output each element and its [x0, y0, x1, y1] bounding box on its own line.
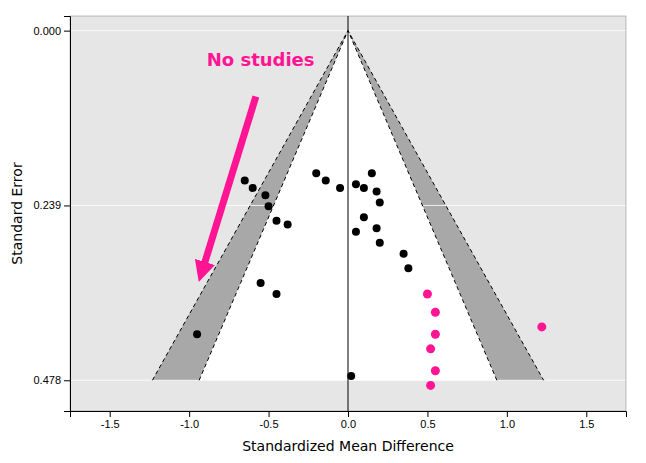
point — [273, 217, 281, 225]
tick-label: 0.478 — [33, 374, 61, 386]
point — [376, 239, 384, 247]
tick-mark — [189, 411, 190, 417]
tick-label: -0.5 — [260, 418, 279, 430]
point — [373, 224, 381, 232]
y-axis-title: Standard Error — [9, 162, 25, 265]
tick-mark — [64, 380, 70, 381]
point — [261, 191, 269, 199]
point — [352, 228, 360, 236]
tick: -0.5 — [260, 411, 279, 430]
tick-label: 0.0 — [341, 418, 356, 430]
point — [336, 184, 344, 192]
point — [312, 169, 320, 177]
tick-mark — [348, 411, 349, 417]
plot-background — [70, 16, 626, 411]
tick-label: 1.0 — [500, 418, 515, 430]
tick: 1.0 — [500, 411, 515, 430]
point — [241, 177, 249, 185]
x-axis: -1.5 -1.0 -0.5 0.0 0.5 1.0 1.5 — [71, 411, 627, 430]
tick-label: 0.5 — [420, 418, 435, 430]
point — [426, 381, 435, 390]
point — [368, 169, 376, 177]
tick: 1.5 — [579, 411, 594, 430]
tick: 0.5 — [420, 411, 435, 430]
data-layer — [70, 16, 626, 411]
point — [249, 184, 257, 192]
point — [273, 290, 281, 298]
point — [400, 250, 408, 258]
point — [373, 188, 381, 196]
point — [376, 199, 384, 207]
point — [431, 366, 440, 375]
tick-mark — [586, 411, 587, 417]
chart: No studies-1.5-1.0-0.50.00.51.01.50.0000… — [0, 0, 646, 463]
tick-mark — [64, 31, 70, 32]
tick-label: -1.0 — [180, 418, 199, 430]
tick: -1.0 — [180, 411, 199, 430]
tick-label: 0.000 — [33, 25, 61, 37]
point — [360, 213, 368, 221]
series — [423, 289, 546, 389]
reference-line — [348, 16, 349, 411]
point — [426, 344, 435, 353]
point — [322, 177, 330, 185]
tick: -1.5 — [101, 411, 120, 430]
point — [423, 289, 432, 298]
point — [347, 372, 355, 380]
point — [284, 220, 292, 228]
annotation: No studies — [207, 49, 315, 70]
tick: 0.0 — [341, 411, 356, 430]
tick-label: 0.239 — [33, 199, 61, 211]
point — [360, 184, 368, 192]
plot: No studies-1.5-1.0-0.50.00.51.01.50.0000… — [33, 16, 626, 430]
point — [404, 264, 412, 272]
plot-frame — [70, 16, 626, 411]
tick: 0.000 — [33, 25, 70, 37]
point — [193, 330, 201, 338]
tick: 0.239 — [33, 199, 70, 211]
tick-mark — [269, 411, 270, 417]
y-axis-line — [64, 17, 71, 412]
tick-mark — [507, 411, 508, 417]
point — [431, 308, 440, 317]
tick: 0.478 — [33, 374, 70, 386]
tick-label: 1.5 — [579, 418, 594, 430]
point — [257, 279, 265, 287]
tick-label: -1.5 — [101, 418, 120, 430]
point — [537, 322, 546, 331]
x-axis-title: Standardized Mean Difference — [242, 438, 454, 454]
arrow — [202, 96, 256, 272]
point — [431, 330, 440, 339]
y-axis: 0.000 0.239 0.478 — [33, 17, 70, 412]
point — [352, 180, 360, 188]
tick-mark — [110, 411, 111, 417]
point — [265, 202, 273, 210]
tick-mark — [64, 205, 70, 206]
x-axis-line — [71, 412, 627, 418]
tick-mark — [427, 411, 428, 417]
